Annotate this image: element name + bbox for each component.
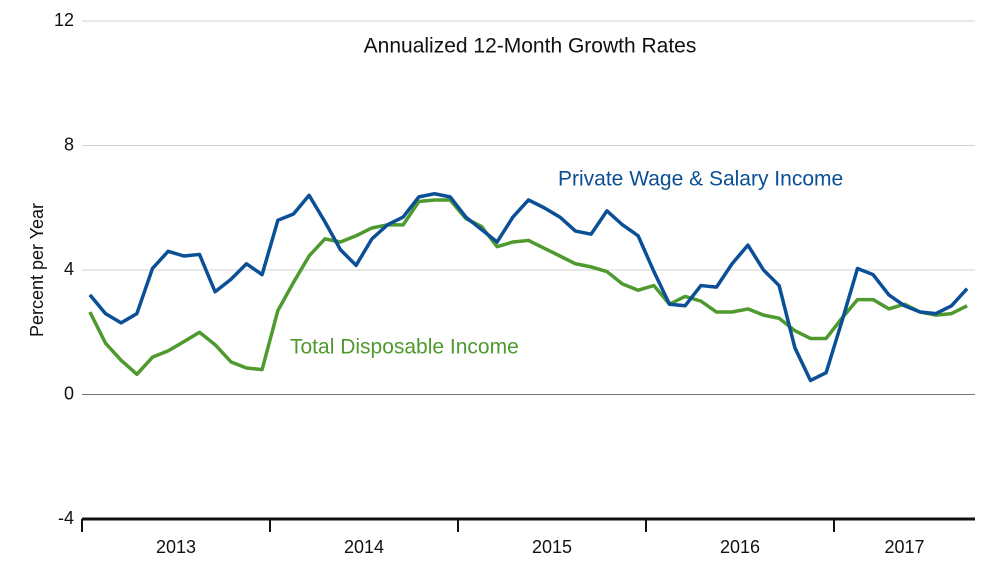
line-series bbox=[88, 198, 968, 377]
x-tick-label: 2014 bbox=[344, 537, 384, 557]
x-tick-label: 2013 bbox=[156, 537, 196, 557]
y-axis-label: Percent per Year bbox=[27, 203, 47, 337]
y-tick-label: 4 bbox=[64, 259, 74, 279]
y-tick-label: 8 bbox=[64, 134, 74, 154]
y-tick-label: -4 bbox=[58, 508, 74, 528]
series-label: Private Wage & Salary Income bbox=[558, 168, 843, 191]
chart-title: Annualized 12-Month Growth Rates bbox=[364, 35, 697, 58]
x-tick-label: 2017 bbox=[884, 537, 924, 557]
line-series bbox=[88, 191, 969, 383]
x-tick-label: 2016 bbox=[720, 537, 760, 557]
y-tick-label: 12 bbox=[54, 10, 74, 30]
x-tick-label: 2015 bbox=[532, 537, 572, 557]
y-tick-label: 0 bbox=[64, 383, 74, 403]
series-label: Total Disposable Income bbox=[290, 336, 519, 359]
